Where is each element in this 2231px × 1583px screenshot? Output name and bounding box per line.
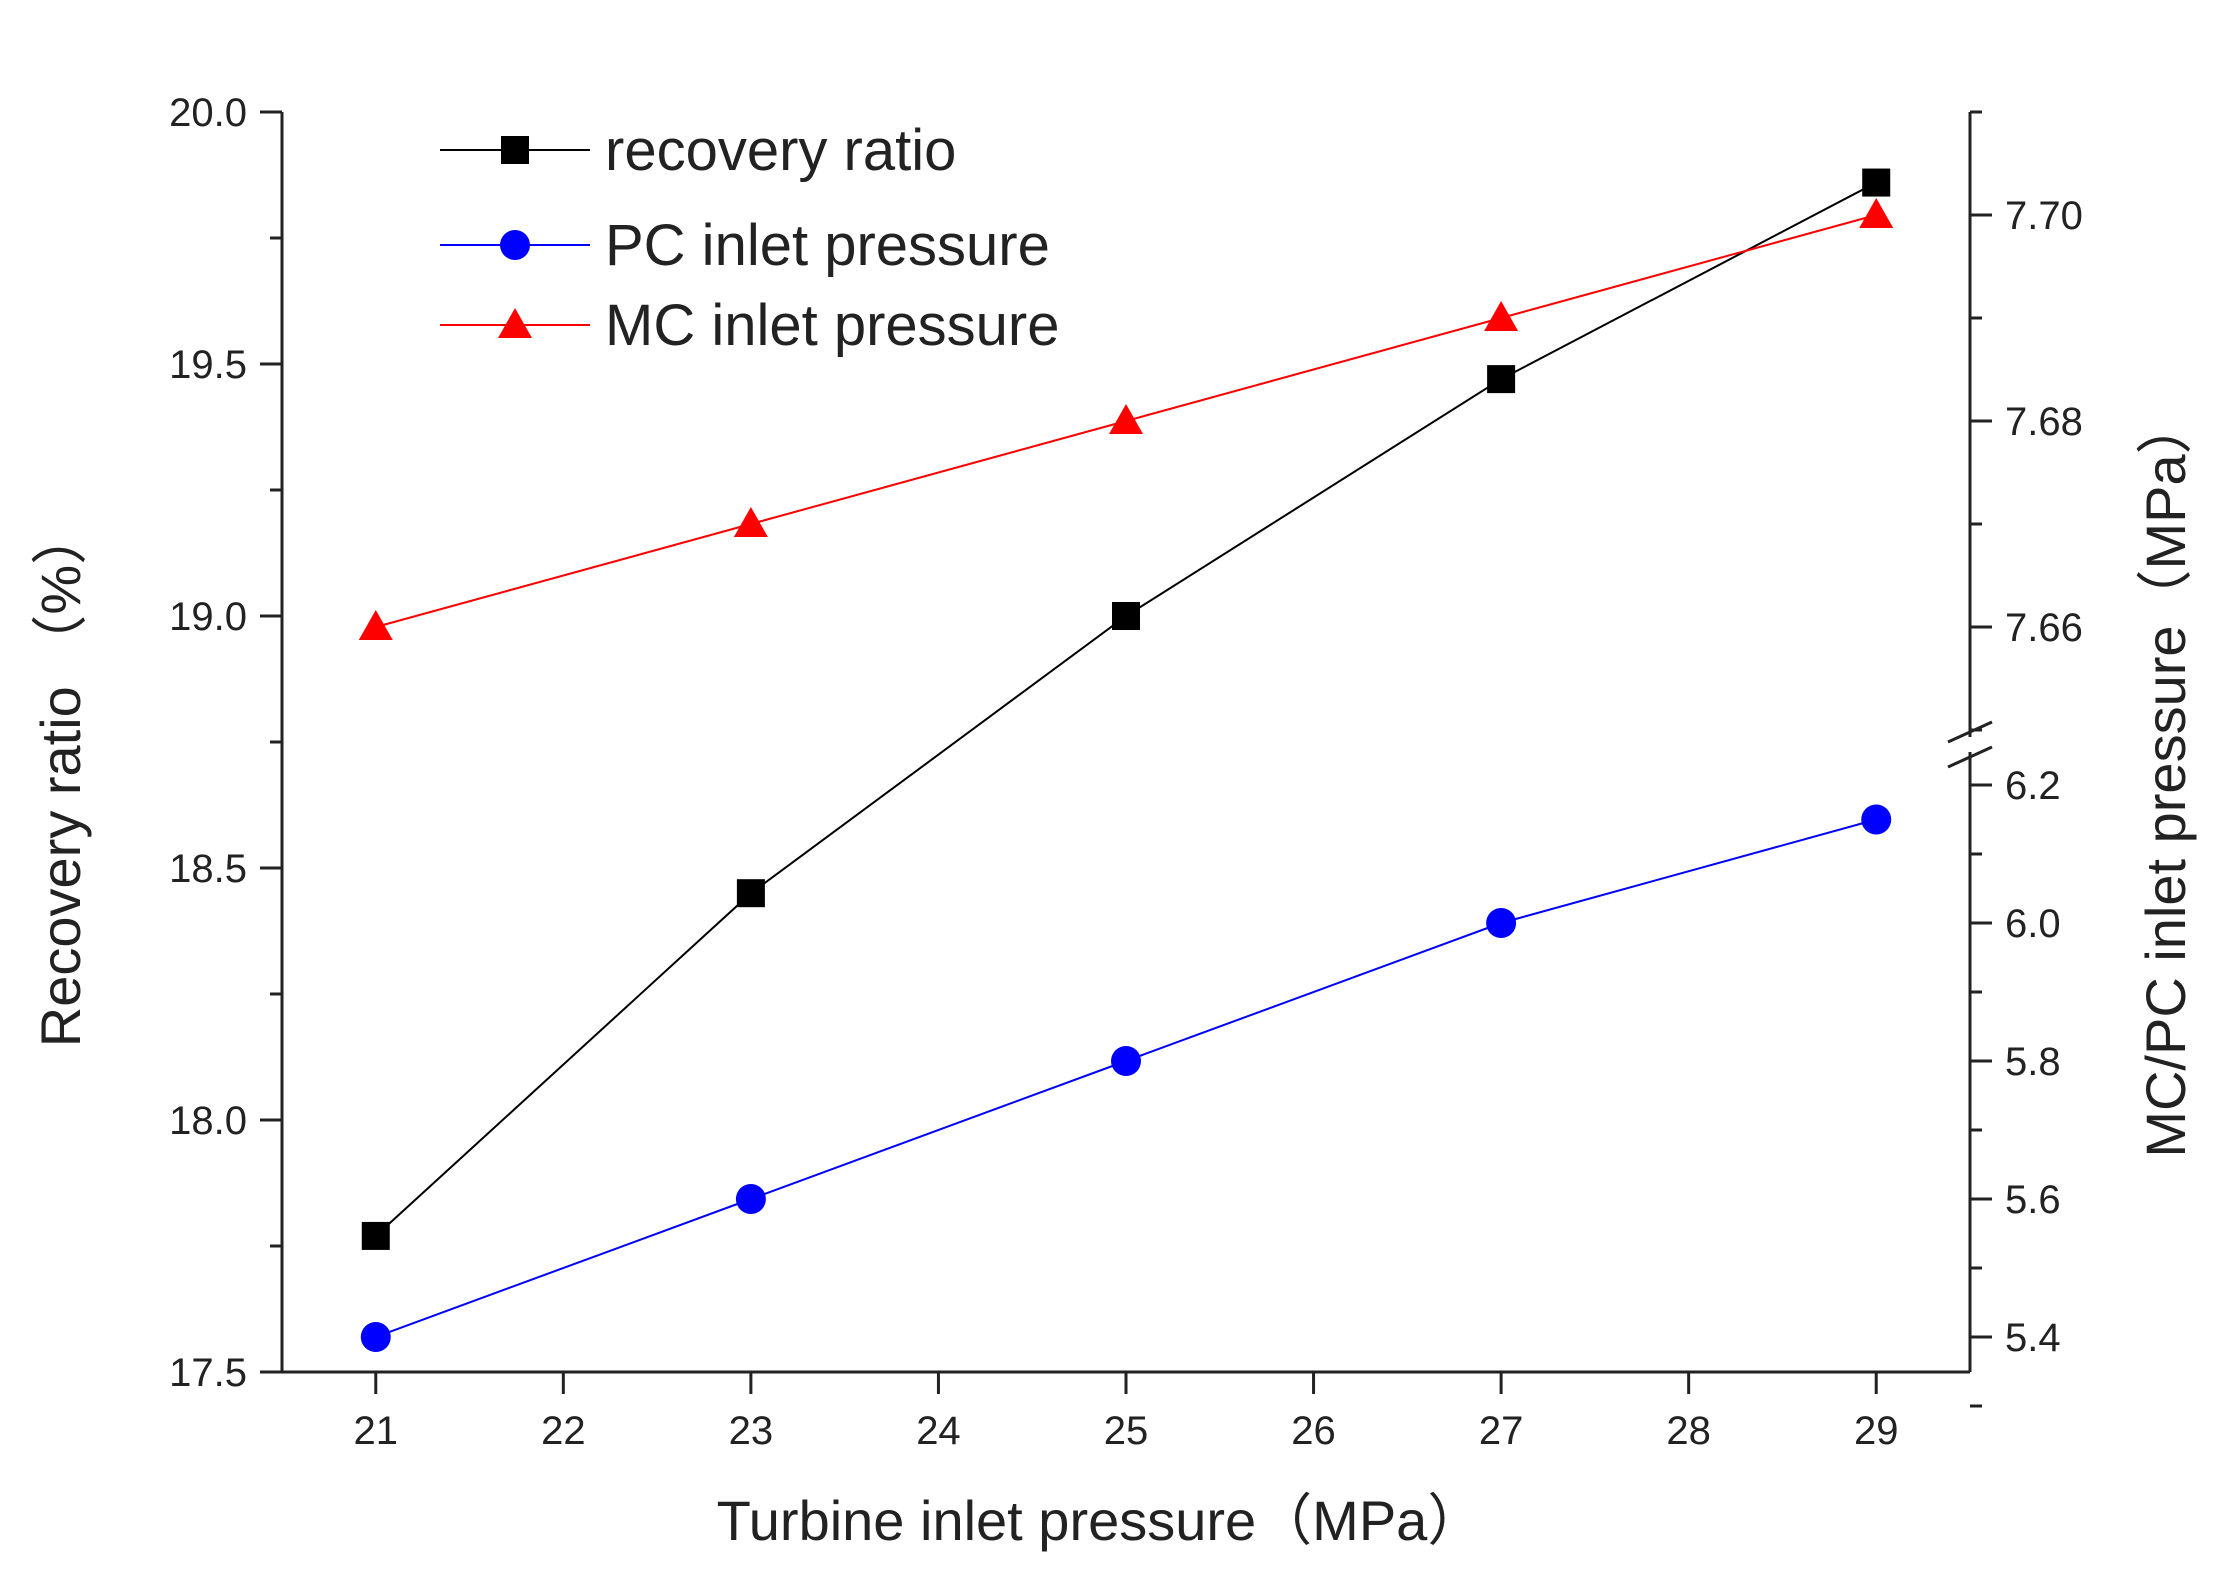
pc-inlet-pressure-point: [735, 1184, 766, 1214]
y-axis-left-title: Recovery ratio （%）: [29, 509, 92, 1047]
pc-inlet-pressure-point: [360, 1322, 391, 1352]
recovery-ratio-point: [361, 1221, 390, 1250]
pc-inlet-pressure-point: [1111, 1046, 1141, 1076]
recovery-ratio-point: [736, 879, 765, 908]
y-left-tick-label: 17.5: [169, 1351, 247, 1395]
recovery-ratio-point: [1862, 168, 1891, 197]
axis-break-mark: [1947, 720, 1993, 744]
y-right-upper-tick-label: 7.68: [2005, 400, 2083, 444]
y-right-lower-tick-label: 6.0: [2005, 902, 2061, 946]
series-layer: [358, 168, 1894, 1352]
y-right-lower-tick-label: 5.4: [2005, 1316, 2061, 1360]
y-right-upper-tick-label: 7.70: [2005, 194, 2083, 238]
recovery-ratio-point: [1112, 602, 1140, 630]
y-left-tick-label: 19.5: [169, 343, 247, 387]
legend-mc-inlet-pressure-label: MC inlet pressure: [605, 293, 1059, 358]
y-right-lower-tick-label: 5.8: [2005, 1040, 2061, 1084]
x-tick-label: 25: [1104, 1409, 1149, 1453]
y-axis-right-title: MC/PC inlet pressure（MPa）: [2134, 398, 2197, 1157]
y-left-tick-label: 20.0: [169, 91, 247, 135]
x-tick-label: 24: [916, 1409, 961, 1453]
x-tick-label: 23: [729, 1409, 774, 1453]
legend-recovery-ratio-marker: [501, 136, 529, 164]
axis-break-mark: [1947, 745, 1993, 769]
mc-inlet-pressure-point: [1484, 301, 1519, 331]
mc-inlet-pressure-point: [733, 507, 768, 537]
pc-inlet-pressure-point: [1486, 908, 1517, 938]
axes: 21 22 23 24 25 26 27 28 29 17.5 18.0 18.5 19.0 19.5 20…: [169, 91, 2083, 1453]
legend-recovery-ratio-label: recovery ratio: [605, 118, 956, 183]
recovery-ratio-point: [1487, 365, 1516, 394]
mc-inlet-pressure-point: [1109, 404, 1143, 434]
y-left-tick-label: 19.0: [169, 595, 247, 639]
x-axis-title: Turbine inlet pressure（MPa）: [717, 1489, 1484, 1552]
y-left-tick-label: 18.5: [169, 847, 247, 891]
x-tick-label: 27: [1479, 1409, 1524, 1453]
x-tick-label: 21: [354, 1409, 399, 1453]
legend-pc-inlet-pressure-marker: [500, 230, 530, 260]
y-left-tick-label: 18.0: [169, 1099, 247, 1143]
x-tick-label: 28: [1666, 1409, 1711, 1453]
mc-inlet-pressure-point: [358, 610, 393, 640]
legend-pc-inlet-pressure-label: PC inlet pressure: [605, 213, 1050, 278]
mc-inlet-pressure-point: [1859, 198, 1894, 228]
x-tick-label: 29: [1854, 1409, 1899, 1453]
legend-mc-inlet-pressure-marker: [498, 308, 532, 338]
legend: recovery ratio PC inlet pressure MC inlet …: [440, 118, 1059, 358]
pc-inlet-pressure-point: [1861, 804, 1892, 835]
y-right-upper-tick-label: 7.66: [2005, 606, 2083, 650]
x-tick-label: 22: [541, 1409, 586, 1453]
y-right-lower-tick-label: 6.2: [2005, 764, 2061, 808]
y-right-lower-tick-label: 5.6: [2005, 1178, 2061, 1222]
x-tick-label: 26: [1291, 1409, 1336, 1453]
